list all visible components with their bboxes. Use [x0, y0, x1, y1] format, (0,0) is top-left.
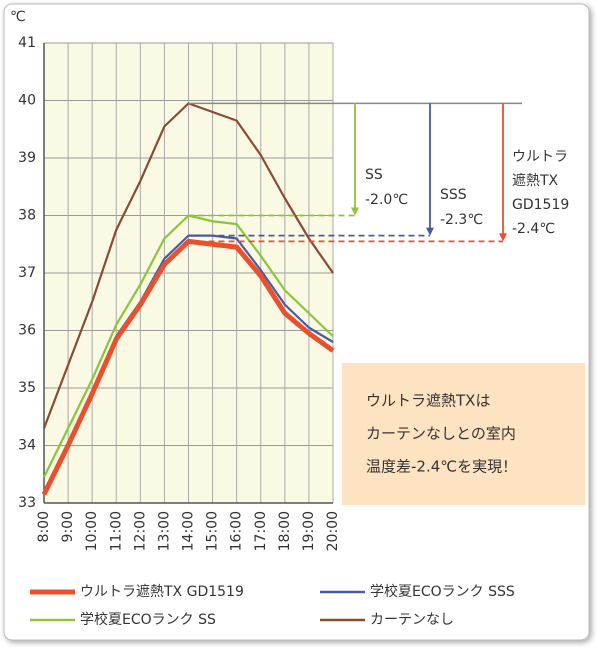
- legend-label: 学校夏ECOランク SS: [80, 611, 216, 628]
- x-tick-label: 11:00: [108, 511, 124, 551]
- y-tick-label: 33: [18, 495, 36, 511]
- callout-box: [342, 363, 585, 505]
- annotation-text: 遮熱TX: [512, 173, 559, 189]
- x-tick-label: 10:00: [84, 511, 100, 551]
- x-tick-label: 15:00: [205, 511, 221, 551]
- arrow-head: [351, 207, 359, 216]
- legend-label: カーテンなし: [370, 612, 454, 628]
- y-tick-label: 34: [18, 438, 36, 454]
- legend-label: ウルトラ遮熱TX GD1519: [80, 584, 244, 600]
- callout-text: 温度差-2.4℃を実現！: [366, 458, 517, 476]
- annotation-text: -2.0℃: [365, 192, 408, 208]
- x-tick-label: 9:00: [60, 511, 76, 542]
- y-tick-label: 38: [18, 208, 36, 224]
- annotation-text: -2.4℃: [512, 221, 555, 237]
- callout-text: ウルトラ遮熱TXは: [366, 392, 490, 410]
- annotation-text: SSS: [440, 187, 467, 203]
- annotation-text: -2.3℃: [440, 212, 483, 228]
- annotation-text: ウルトラ: [512, 149, 568, 165]
- x-tick-label: 18:00: [277, 511, 293, 551]
- x-tick-label: 8:00: [36, 511, 52, 542]
- y-tick-label: 37: [18, 265, 36, 281]
- y-tick-label: 40: [18, 93, 36, 109]
- annotation-text: SS: [365, 167, 383, 183]
- y-tick-label: 39: [18, 150, 36, 166]
- x-tick-label: 20:00: [325, 511, 341, 551]
- x-tick-label: 13:00: [156, 511, 172, 551]
- y-tick-label: 36: [18, 323, 36, 339]
- x-tick-label: 14:00: [181, 511, 197, 551]
- y-tick-label: 35: [18, 380, 36, 396]
- annotation-text: GD1519: [512, 197, 569, 213]
- y-tick-label: 41: [18, 35, 36, 51]
- unit-label: ℃: [10, 9, 26, 25]
- x-tick-label: 16:00: [229, 511, 245, 551]
- x-tick-label: 17:00: [253, 511, 269, 551]
- x-tick-label: 12:00: [132, 511, 148, 551]
- arrow-head: [426, 227, 434, 236]
- legend-label: 学校夏ECOランク SSS: [370, 583, 515, 600]
- arrow-head: [499, 233, 507, 242]
- x-tick-label: 19:00: [301, 511, 317, 551]
- callout-text: カーテンなしとの室内: [366, 425, 516, 443]
